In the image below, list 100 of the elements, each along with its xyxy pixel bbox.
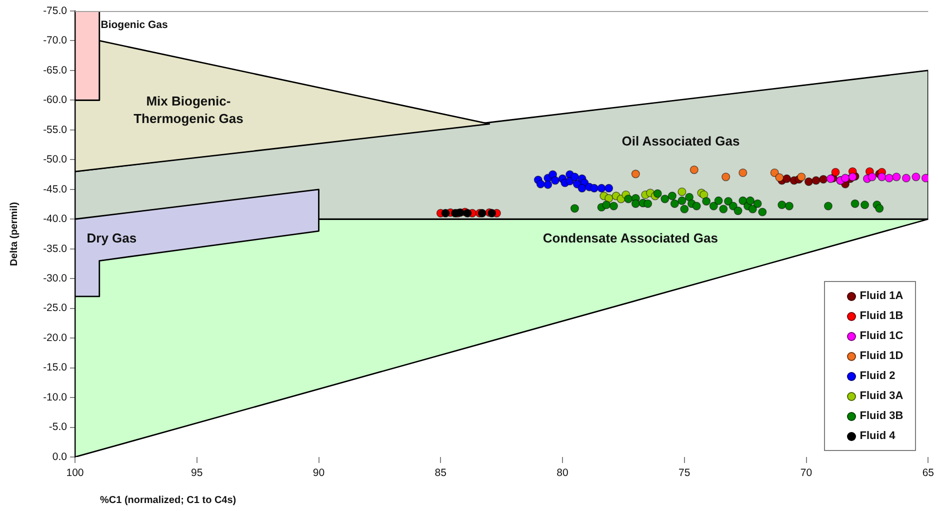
- point: [544, 180, 552, 189]
- legend-label: Fluid 3B: [860, 410, 904, 422]
- point: [782, 174, 792, 183]
- point: [660, 194, 670, 204]
- y-tick-label: -25.0: [43, 302, 68, 314]
- y-tick-label: -45.0: [43, 183, 68, 196]
- point: [784, 202, 794, 210]
- point: [850, 199, 860, 208]
- y-tick-label: -65.0: [43, 64, 68, 76]
- point: [684, 192, 694, 202]
- legend-label: Fluid 1A: [860, 290, 904, 302]
- point: [631, 170, 640, 178]
- y-axis-title: Delta (permil): [8, 202, 20, 266]
- point: [722, 172, 730, 182]
- point: [441, 208, 450, 218]
- series-label: Mix Biogenic- Thermogenic Gas: [134, 93, 244, 126]
- point: [921, 174, 928, 182]
- point: [804, 177, 814, 186]
- x-tick-label: 80: [556, 467, 569, 480]
- point: [709, 202, 718, 210]
- y-tick-label: -40.0: [43, 213, 68, 226]
- point: [692, 202, 701, 210]
- y-tick-label: 0.0: [52, 450, 68, 463]
- point: [597, 184, 606, 193]
- legend-label: Fluid 1D: [860, 350, 904, 362]
- point: [719, 204, 728, 214]
- point: [738, 168, 748, 178]
- point: [604, 184, 614, 193]
- point: [878, 172, 886, 182]
- point: [748, 204, 757, 214]
- y-tick-label: -20.0: [43, 332, 68, 344]
- point: [631, 199, 640, 208]
- point: [860, 200, 870, 210]
- legend-label: Fluid 1B: [860, 310, 904, 322]
- point: [488, 208, 496, 218]
- point: [734, 206, 742, 216]
- x-tick-label: 75: [678, 467, 690, 480]
- point: [670, 199, 679, 208]
- x-tick-label: 90: [312, 467, 325, 480]
- point: [753, 199, 762, 208]
- legend-label: Fluid 4: [860, 430, 896, 442]
- point: [463, 208, 472, 218]
- y-tick-label: -15.0: [43, 362, 68, 374]
- y-tick-label: -60.0: [43, 94, 68, 106]
- y-tick-label: -5.0: [48, 421, 68, 434]
- series-label: Condensate Associated Gas: [542, 230, 718, 246]
- point: [770, 168, 779, 178]
- point: [824, 202, 833, 210]
- x-axis-title: %C1 (normalized; C1 to C4s): [100, 494, 236, 506]
- legend-label: Fluid 1C: [860, 330, 904, 342]
- point: [875, 204, 884, 213]
- x-tick-label: 65: [922, 467, 934, 480]
- point: [812, 176, 820, 185]
- point: [609, 202, 618, 210]
- y-tick-label: -75.0: [43, 4, 68, 17]
- point: [758, 208, 767, 216]
- point: [892, 172, 901, 182]
- point: [700, 190, 708, 200]
- point: [690, 165, 698, 174]
- point: [668, 192, 677, 200]
- point: [746, 196, 755, 205]
- point: [536, 180, 545, 188]
- x-tick-label: 100: [66, 467, 84, 480]
- y-tick-label: -30.0: [43, 272, 68, 284]
- point: [912, 172, 920, 182]
- y-tick-label: -55.0: [43, 124, 68, 136]
- point: [819, 174, 828, 184]
- y-tick-label: -10.0: [43, 391, 68, 404]
- point: [644, 199, 652, 208]
- point: [868, 172, 876, 182]
- y-tick-label: -35.0: [43, 242, 68, 255]
- point: [840, 174, 850, 182]
- point: [902, 174, 911, 182]
- point: [680, 204, 689, 214]
- point: [778, 200, 786, 210]
- point: [624, 194, 633, 204]
- point: [831, 168, 840, 176]
- point: [550, 176, 560, 185]
- x-tick-label: 95: [191, 467, 203, 480]
- point: [884, 174, 894, 182]
- point: [570, 204, 580, 213]
- series-label: Oil Associated Gas: [622, 133, 740, 148]
- x-tick-label: 85: [434, 467, 447, 480]
- x-tick-label: 70: [800, 467, 812, 480]
- legend-label: Fluid 2: [860, 370, 896, 382]
- point: [590, 184, 599, 193]
- point: [714, 196, 723, 205]
- point: [775, 173, 784, 182]
- point: [826, 174, 835, 183]
- series-label: Dry Gas: [86, 230, 137, 246]
- point: [702, 196, 711, 206]
- point: [478, 208, 486, 218]
- point: [678, 187, 686, 196]
- point: [602, 200, 611, 210]
- series-label: Biogenic Gas: [100, 19, 168, 32]
- legend-label: Fluid 3A: [860, 390, 904, 402]
- point: [578, 184, 586, 193]
- point: [848, 172, 857, 182]
- point: [570, 172, 580, 182]
- point: [797, 172, 806, 182]
